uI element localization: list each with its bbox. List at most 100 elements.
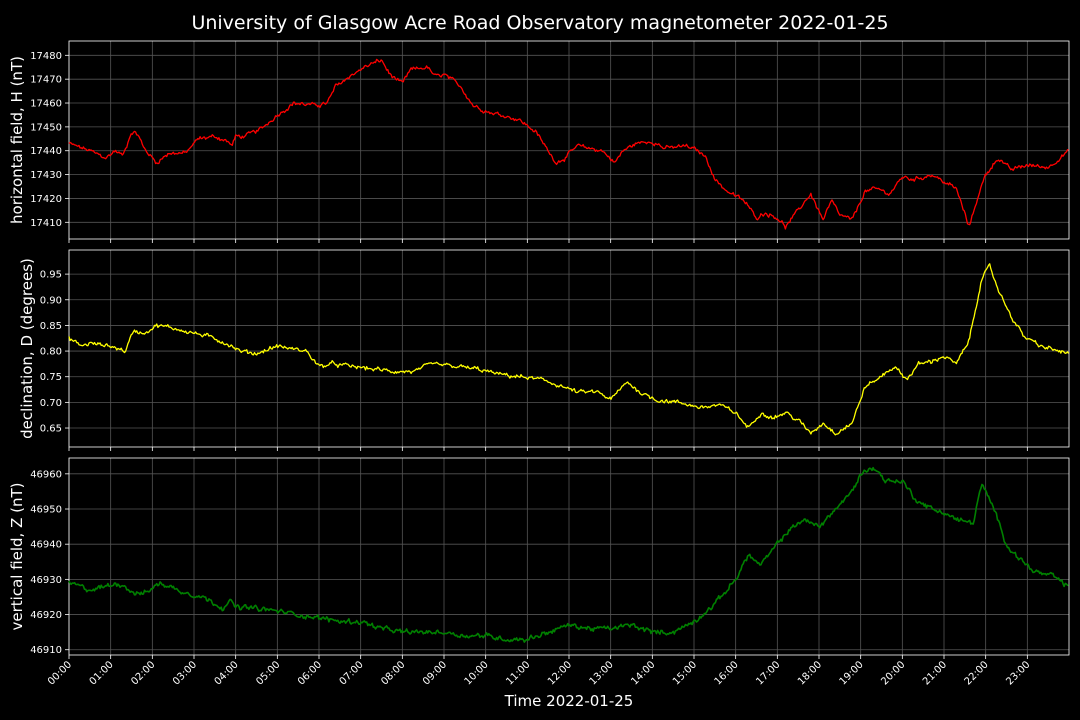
data-point (144, 593, 145, 594)
data-point (919, 363, 920, 364)
y-tick-label: 46930 (30, 575, 62, 586)
data-point (431, 363, 432, 364)
data-point (877, 188, 878, 189)
x-tick-label: 09:00 (421, 659, 449, 687)
data-point (623, 150, 624, 151)
data-point (427, 67, 428, 68)
data-point (906, 379, 907, 380)
data-point (998, 157, 999, 158)
data-point (502, 114, 503, 115)
data-point (535, 131, 536, 132)
data-point (852, 422, 853, 423)
data-point (389, 74, 390, 75)
data-point (639, 392, 640, 393)
data-point (423, 632, 424, 633)
data-point (89, 589, 90, 590)
data-point (173, 327, 174, 328)
data-point (89, 343, 90, 344)
data-point (119, 582, 120, 583)
data-point (873, 466, 874, 467)
data-point (223, 607, 224, 608)
y-tick-label: 0.85 (40, 321, 62, 332)
series-line (68, 466, 1069, 643)
y-tick-label: 0.95 (40, 270, 62, 281)
data-point (352, 74, 353, 75)
data-point (137, 134, 138, 135)
data-point (360, 621, 361, 622)
data-point (125, 351, 126, 352)
data-point (256, 353, 257, 354)
data-point (889, 193, 890, 194)
data-point (160, 582, 161, 583)
data-point (1023, 335, 1024, 336)
data-point (819, 526, 820, 527)
data-point (1039, 345, 1040, 346)
data-point (89, 150, 90, 151)
data-point (989, 266, 990, 267)
data-point (435, 76, 436, 77)
plot-frame (68, 457, 1070, 656)
data-point (373, 369, 374, 370)
data-point (698, 150, 699, 151)
data-point (702, 407, 703, 408)
data-point (823, 219, 824, 220)
y-tick-label: 17430 (30, 170, 62, 181)
data-point (864, 191, 865, 192)
data-point (1006, 544, 1007, 545)
data-point (131, 131, 132, 132)
data-point (248, 607, 249, 608)
data-point (231, 345, 232, 346)
y-tick-label: 0.80 (40, 347, 62, 358)
data-point (1010, 315, 1011, 316)
data-point (460, 86, 461, 87)
y-tick-label: 46960 (30, 469, 62, 480)
data-point (835, 433, 836, 434)
data-point (198, 138, 199, 139)
data-point (852, 491, 853, 492)
x-tick-label: 06:00 (296, 659, 324, 687)
data-point (506, 639, 507, 640)
data-point (489, 112, 490, 113)
data-point (381, 60, 382, 61)
x-tick-label: 20:00 (879, 659, 907, 687)
data-point (556, 384, 557, 385)
data-point (444, 632, 445, 633)
y-tick-label: 0.70 (40, 398, 62, 409)
data-point (831, 200, 832, 201)
data-point (485, 635, 486, 636)
data-point (335, 86, 336, 87)
panel-3: 00:00 01:00 02:00 03:00 04:00 05:00 06:00 07:00… (8, 457, 1070, 688)
data-point (156, 162, 157, 163)
data-point (902, 176, 903, 177)
x-tick-label: 19:00 (838, 659, 866, 687)
y-tick-label: 46910 (30, 645, 62, 656)
data-point (798, 420, 799, 421)
data-point (956, 363, 957, 364)
x-tick-label: 05:00 (254, 659, 282, 687)
data-point (727, 191, 728, 192)
data-point (1010, 169, 1011, 170)
data-point (444, 74, 445, 75)
x-tick-label: 03:00 (171, 659, 199, 687)
x-tick-label: 22:00 (963, 659, 991, 687)
data-point (194, 333, 195, 334)
data-point (229, 600, 230, 601)
data-point (414, 371, 415, 372)
data-point (860, 473, 861, 474)
data-point (685, 145, 686, 146)
data-point (985, 174, 986, 175)
plot-frame (68, 40, 1070, 240)
x-tick-label: 23:00 (1004, 659, 1032, 687)
data-point (798, 210, 799, 211)
data-point (706, 157, 707, 158)
data-point (785, 412, 786, 413)
data-point (931, 361, 932, 362)
data-point (931, 174, 932, 175)
data-point (260, 129, 261, 130)
data-point (652, 632, 653, 633)
data-point (944, 512, 945, 513)
data-point (114, 150, 115, 151)
data-point (931, 509, 932, 510)
data-point (519, 376, 520, 377)
data-point (214, 136, 215, 137)
